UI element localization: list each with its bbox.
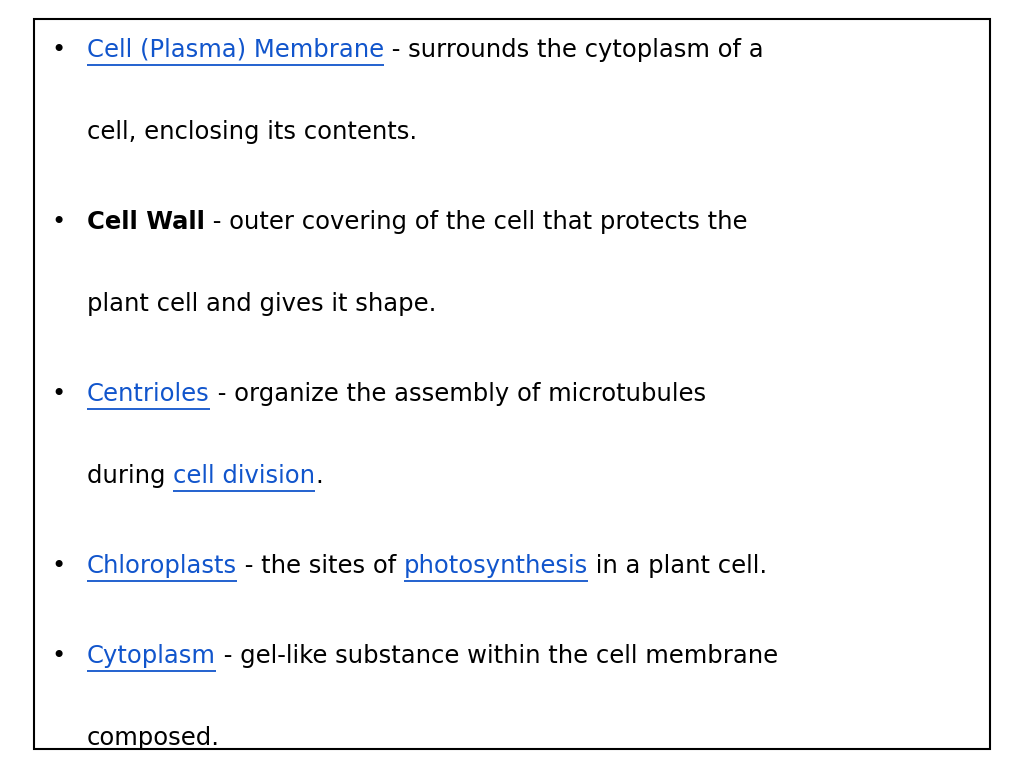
Text: •: • [51, 210, 66, 234]
Text: .: . [315, 464, 323, 488]
Text: - surrounds the cytoplasm of a: - surrounds the cytoplasm of a [384, 38, 764, 62]
Text: plant cell and gives it shape.: plant cell and gives it shape. [87, 292, 436, 316]
Text: Centrioles: Centrioles [87, 382, 210, 406]
Text: - gel-like substance within the cell membrane: - gel-like substance within the cell mem… [216, 644, 778, 668]
Text: cell, enclosing its contents.: cell, enclosing its contents. [87, 120, 417, 144]
Text: •: • [51, 38, 66, 62]
Text: Cell Wall: Cell Wall [87, 210, 205, 234]
Text: •: • [51, 644, 66, 668]
Text: Cell (Plasma) Membrane: Cell (Plasma) Membrane [87, 38, 384, 62]
Text: •: • [51, 554, 66, 578]
Text: Chloroplasts: Chloroplasts [87, 554, 238, 578]
Text: - outer covering of the cell that protects the: - outer covering of the cell that protec… [205, 210, 748, 234]
Text: in a plant cell.: in a plant cell. [589, 554, 768, 578]
Text: - the sites of: - the sites of [238, 554, 404, 578]
Text: cell division: cell division [173, 464, 315, 488]
Text: - organize the assembly of microtubules: - organize the assembly of microtubules [210, 382, 706, 406]
Text: photosynthesis: photosynthesis [404, 554, 589, 578]
Text: during: during [87, 464, 173, 488]
Text: composed.: composed. [87, 726, 220, 750]
Text: Cytoplasm: Cytoplasm [87, 644, 216, 668]
Text: •: • [51, 382, 66, 406]
